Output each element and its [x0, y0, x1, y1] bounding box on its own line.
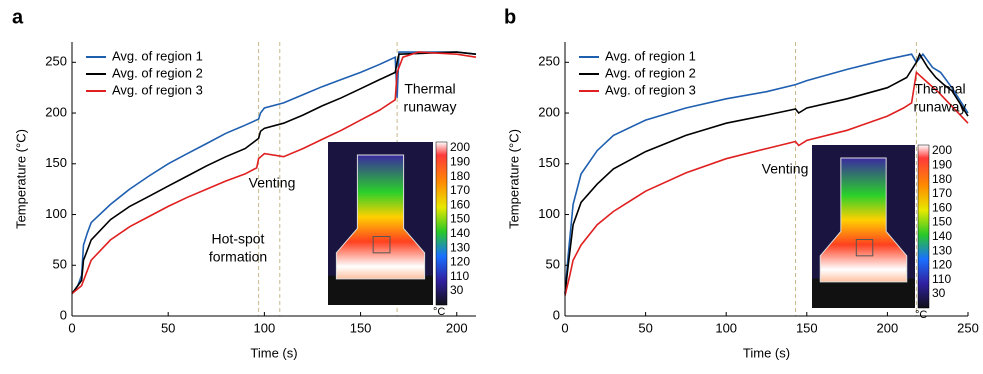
- colorbar-label: 130: [932, 243, 952, 257]
- annotation: Thermal: [914, 81, 965, 97]
- colorbar-label: 170: [932, 186, 952, 200]
- y-tick-label: 100: [538, 206, 560, 221]
- y-tick-label: 200: [538, 104, 560, 119]
- panel-label: b: [504, 6, 516, 28]
- y-tick-label: 250: [45, 54, 67, 69]
- y-axis-label: Temperature (°C): [13, 129, 28, 229]
- colorbar-label: 180: [450, 169, 470, 183]
- panel-label: a: [12, 6, 24, 28]
- y-tick-label: 200: [45, 104, 67, 119]
- legend-label: Avg. of region 3: [605, 82, 696, 97]
- y-tick-label: 100: [45, 206, 67, 221]
- legend-label: Avg. of region 1: [605, 48, 696, 63]
- colorbar-label: 150: [450, 212, 470, 226]
- x-tick-label: 200: [877, 320, 899, 335]
- colorbar-label: 160: [932, 200, 952, 214]
- colorbar-label: 150: [932, 215, 952, 229]
- annotation: Hot-spot: [212, 231, 265, 247]
- x-tick-label: 50: [161, 320, 175, 335]
- y-tick-label: 150: [538, 155, 560, 170]
- annotation: Thermal: [404, 81, 455, 97]
- thermal-floor: [812, 279, 915, 308]
- annotation: formation: [209, 249, 267, 265]
- annotation: runaway: [404, 99, 457, 115]
- figure: a 0 50 100 150 200 250 0 50 100 150 200 Time (s) Temp…: [0, 0, 983, 369]
- y-tick-label: 150: [45, 155, 67, 170]
- x-tick-label: 250: [957, 320, 979, 335]
- x-tick-label: 50: [638, 320, 652, 335]
- y-tick-label: 50: [546, 257, 560, 272]
- annotation: Venting: [762, 161, 809, 177]
- colorbar: [918, 145, 929, 308]
- colorbar-label: 30: [932, 286, 946, 300]
- legend-label: Avg. of region 1: [112, 48, 203, 63]
- colorbar-label: 200: [932, 143, 952, 157]
- legend-label: Avg. of region 3: [112, 82, 203, 97]
- x-tick-label: 150: [796, 320, 818, 335]
- y-tick-label: 50: [53, 257, 67, 272]
- thermal-floor: [328, 276, 433, 305]
- colorbar: [436, 142, 447, 305]
- colorbar-label: 130: [450, 240, 470, 254]
- colorbar-unit: °C: [433, 306, 445, 318]
- colorbar-label: 170: [450, 183, 470, 197]
- annotation: Venting: [249, 175, 296, 191]
- x-axis-label: Time (s): [743, 345, 790, 360]
- colorbar-label: 30: [450, 283, 464, 297]
- x-tick-label: 150: [350, 320, 372, 335]
- legend-label: Avg. of region 2: [605, 65, 696, 80]
- colorbar-label: 200: [450, 140, 470, 154]
- colorbar-label: 160: [450, 197, 470, 211]
- colorbar-label: 110: [450, 269, 469, 283]
- x-tick-label: 200: [446, 320, 468, 335]
- y-axis-label: Temperature (°C): [506, 129, 521, 229]
- colorbar-label: 190: [450, 154, 470, 168]
- x-axis-label: Time (s): [250, 345, 297, 360]
- colorbar-label: 180: [932, 172, 952, 186]
- legend-label: Avg. of region 2: [112, 65, 203, 80]
- colorbar-unit: °C: [915, 309, 927, 321]
- colorbar-label: 110: [932, 272, 951, 286]
- y-tick-label: 250: [538, 54, 560, 69]
- x-tick-label: 100: [715, 320, 737, 335]
- annotation: runaway: [914, 99, 967, 115]
- colorbar-label: 120: [450, 255, 470, 269]
- x-tick-label: 0: [561, 320, 568, 335]
- x-tick-label: 0: [68, 320, 75, 335]
- colorbar-label: 140: [450, 226, 470, 240]
- colorbar-label: 140: [932, 229, 952, 243]
- y-tick-label: 0: [553, 307, 560, 322]
- y-tick-label: 0: [60, 307, 67, 322]
- x-tick-label: 100: [254, 320, 276, 335]
- colorbar-label: 190: [932, 157, 952, 171]
- colorbar-label: 120: [932, 258, 952, 272]
